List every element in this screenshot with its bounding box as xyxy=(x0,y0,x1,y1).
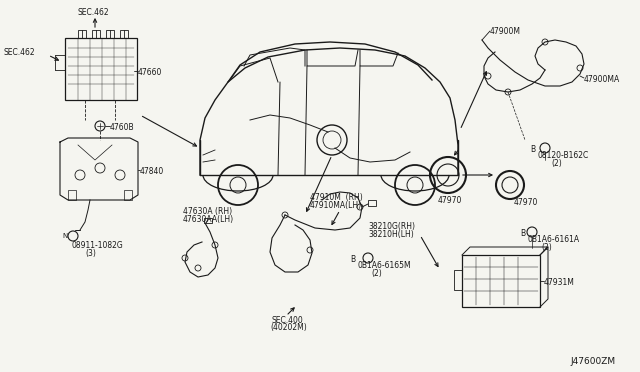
Text: N: N xyxy=(62,233,67,239)
Text: 47630A (RH): 47630A (RH) xyxy=(183,207,232,216)
Text: 0B1A6-6161A: 0B1A6-6161A xyxy=(528,235,580,244)
Bar xyxy=(68,190,76,200)
Text: 08120-B162C: 08120-B162C xyxy=(538,151,589,160)
Text: 08911-1082G: 08911-1082G xyxy=(72,241,124,250)
Text: (40202M): (40202M) xyxy=(270,323,307,332)
Text: B: B xyxy=(530,145,535,154)
Text: B: B xyxy=(350,255,355,264)
Text: SEC.400: SEC.400 xyxy=(272,316,304,325)
Bar xyxy=(106,30,114,38)
Text: 47910MA(LH): 47910MA(LH) xyxy=(310,201,362,210)
Text: SEC.462: SEC.462 xyxy=(77,8,109,17)
Text: J47600ZM: J47600ZM xyxy=(570,357,615,366)
Text: 47970: 47970 xyxy=(438,196,462,205)
Text: 47660: 47660 xyxy=(138,68,163,77)
Text: 38210G(RH): 38210G(RH) xyxy=(368,222,415,231)
Text: SEC.462: SEC.462 xyxy=(3,48,35,57)
Text: (2): (2) xyxy=(541,243,552,252)
Text: 47900M: 47900M xyxy=(490,27,521,36)
Bar xyxy=(462,255,540,307)
Text: B: B xyxy=(520,229,525,238)
Text: (2): (2) xyxy=(371,269,381,278)
Text: (2): (2) xyxy=(551,159,562,168)
Text: 47840: 47840 xyxy=(140,167,164,176)
Text: 47931M: 47931M xyxy=(544,278,575,287)
Bar xyxy=(368,200,376,206)
Text: 47630AA(LH): 47630AA(LH) xyxy=(183,215,234,224)
Bar xyxy=(65,38,137,100)
Text: 0B1A6-6165M: 0B1A6-6165M xyxy=(358,261,412,270)
Text: (3): (3) xyxy=(85,249,96,258)
Text: 38210H(LH): 38210H(LH) xyxy=(368,230,413,239)
Text: 47910M  (RH): 47910M (RH) xyxy=(310,193,363,202)
Bar xyxy=(92,30,100,38)
Text: 4760B: 4760B xyxy=(110,123,134,132)
Bar xyxy=(204,218,212,223)
Bar xyxy=(78,30,86,38)
Bar xyxy=(454,270,462,290)
Bar xyxy=(124,190,132,200)
Bar xyxy=(120,30,128,38)
Text: 47970: 47970 xyxy=(514,198,538,207)
Text: 47900MA: 47900MA xyxy=(584,75,620,84)
